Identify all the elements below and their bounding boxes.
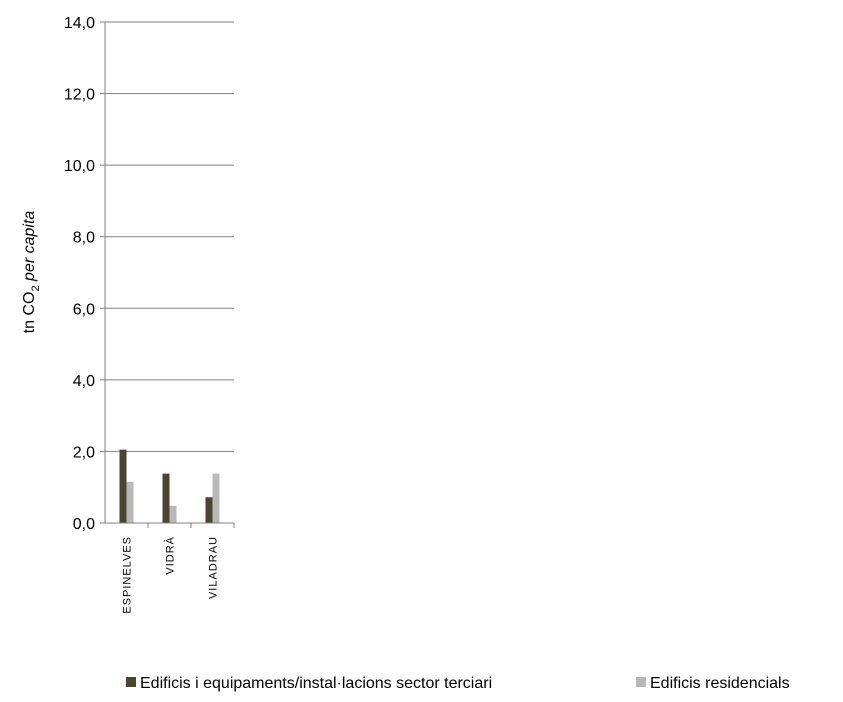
bar xyxy=(169,505,177,523)
x-tick-label: ESPINELVES xyxy=(122,536,134,614)
legend-swatch xyxy=(636,677,646,687)
legend-swatch xyxy=(126,677,136,687)
y-tick-label: 12,0 xyxy=(64,87,95,104)
legend: Edificis i equipaments/instal·lacions se… xyxy=(126,675,790,692)
y-tick-label: 6,0 xyxy=(73,301,95,318)
bar xyxy=(126,481,134,523)
y-tick-label: 8,0 xyxy=(73,230,95,247)
y-axis-title: tn CO2 per capita xyxy=(21,211,42,334)
bar xyxy=(119,449,127,523)
y-axis-title-subscript: 2 xyxy=(30,285,42,291)
bar xyxy=(212,473,220,523)
y-axis-ticks: 0,0 2,0 4,0 6,0 8,0 10,0 12,0 14,0 xyxy=(64,15,105,533)
y-tick-label: 0,0 xyxy=(73,516,95,533)
bar xyxy=(162,473,170,523)
y-axis-title-prefix: tn CO xyxy=(21,292,38,334)
x-axis-labels: ESPINELVES VIDRÀ VILADRAU xyxy=(122,523,235,614)
x-tick-label: VIDRÀ xyxy=(164,536,177,575)
x-tick-label: VILADRAU xyxy=(208,536,220,599)
bars xyxy=(119,449,220,523)
y-tick-label: 4,0 xyxy=(73,373,95,390)
legend-label: Edificis residencials xyxy=(650,675,790,692)
y-tick-label: 2,0 xyxy=(73,444,95,461)
y-tick-label: 10,0 xyxy=(64,158,95,175)
legend-label: Edificis i equipaments/instal·lacions se… xyxy=(140,675,492,692)
y-axis-title-suffix: per capita xyxy=(21,211,38,286)
y-tick-label: 14,0 xyxy=(64,15,95,32)
gridlines xyxy=(105,21,234,452)
bar xyxy=(205,497,213,523)
